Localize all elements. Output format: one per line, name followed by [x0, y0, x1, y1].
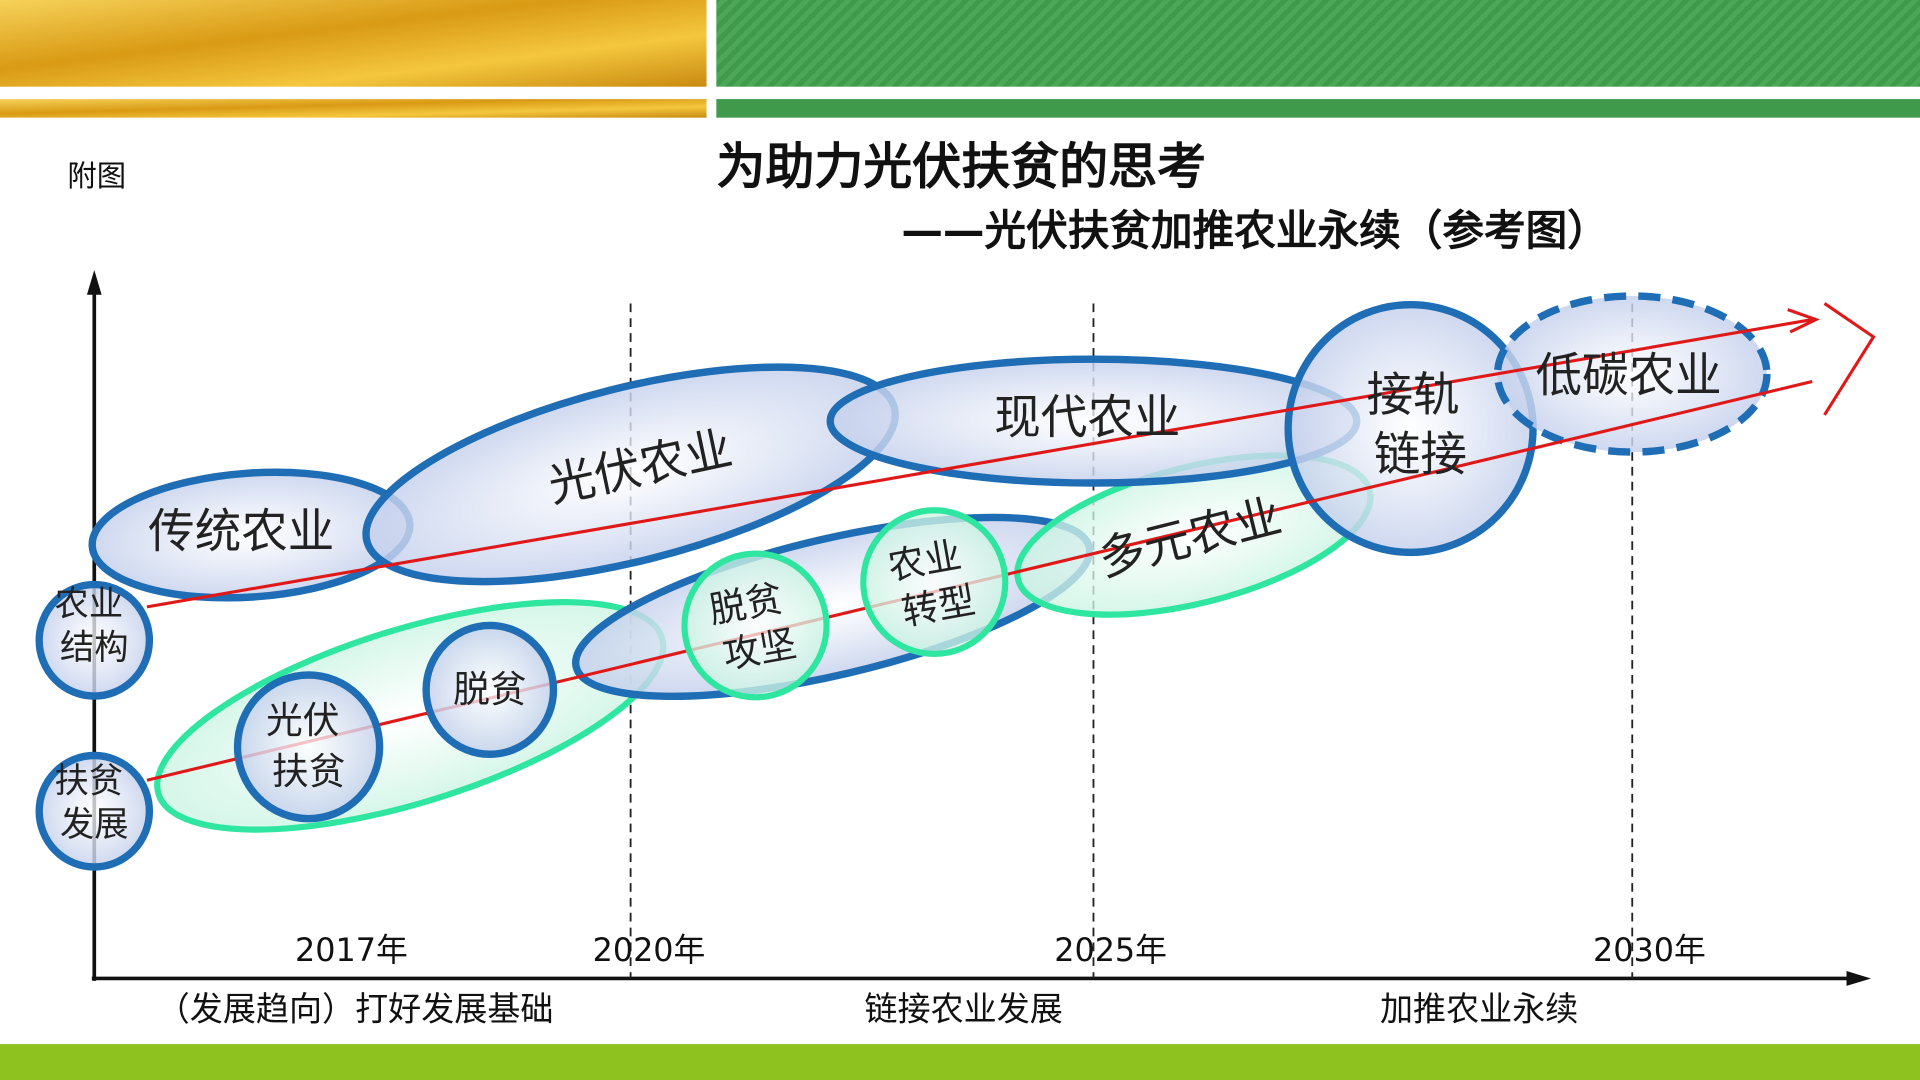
subtitle: ——光伏扶贫加推农业永续（参考图）: [901, 206, 1609, 255]
node-line: 结构: [60, 628, 129, 668]
x-arrow: [1846, 971, 1872, 986]
phase-label: （发展趋向）打好发展基础: [157, 989, 554, 1028]
phase-label: 加推农业永续: [1380, 989, 1578, 1028]
stage-circle: [233, 671, 384, 823]
node-label: 农业 结构: [55, 584, 134, 668]
note: 附图: [67, 159, 126, 193]
banner-image: [0, 0, 707, 87]
title: 为助力光伏扶贫的思考: [716, 137, 1206, 195]
node-label: 接轨 链接: [1366, 369, 1474, 483]
node-label: 传统农业: [148, 505, 334, 559]
banner-stripes: [716, 0, 1920, 87]
node-line: 链接: [1374, 428, 1467, 482]
y-arrow: [86, 270, 102, 295]
year-label: 2025年: [1054, 931, 1167, 969]
node-label: 光伏 扶贫: [266, 699, 351, 793]
node-label: 脱贫: [453, 668, 526, 711]
node-line: 接轨: [1366, 369, 1459, 423]
node-label: 扶贫 发展: [55, 761, 134, 845]
stage-circle: [422, 621, 558, 758]
stage-ellipse: [1493, 292, 1771, 456]
node-line: 扶贫: [55, 761, 124, 801]
footer-bar: [0, 1044, 1920, 1080]
node-line: 农业: [55, 584, 124, 624]
node-label: 现代农业: [994, 391, 1180, 445]
stage-circle: [681, 550, 830, 701]
axis-circle: [35, 580, 154, 700]
banner-band: [716, 99, 1920, 118]
year-label: 2030年: [1593, 931, 1706, 969]
axis-circle: [35, 751, 154, 871]
year-label: 2020年: [593, 931, 706, 969]
phase-label: 链接农业发展: [864, 989, 1062, 1028]
banner-band: [0, 99, 707, 118]
stage-circle: [1284, 300, 1537, 557]
node-label: 低碳农业: [1536, 349, 1722, 403]
node-line: 光伏: [266, 699, 339, 742]
stage-circle: [860, 507, 1009, 658]
node-line: 发展: [60, 805, 129, 845]
node-line: 扶贫: [272, 750, 345, 793]
year-label: 2017年: [295, 931, 408, 969]
